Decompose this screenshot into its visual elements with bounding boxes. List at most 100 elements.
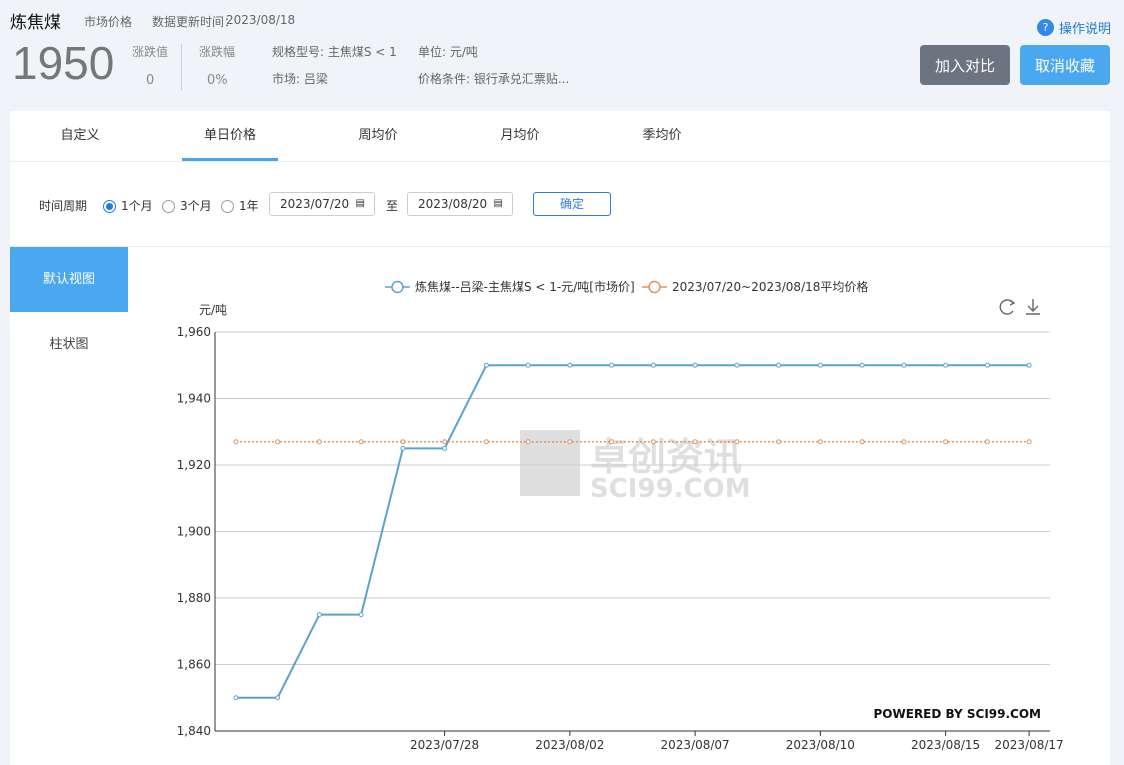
download-icon[interactable] — [1026, 299, 1040, 315]
data-point — [817, 439, 823, 445]
update-label: 数据更新时间： — [152, 15, 237, 29]
data-point — [233, 695, 239, 701]
data-point — [776, 439, 782, 445]
product-title: 炼焦煤 — [10, 13, 61, 33]
data-point — [609, 362, 615, 368]
data-point — [692, 362, 698, 368]
data-point — [692, 439, 698, 445]
radio-3m[interactable]: 3个月 — [162, 197, 212, 214]
pct-value: 0% — [207, 73, 228, 88]
data-point — [233, 439, 239, 445]
data-point — [358, 612, 364, 618]
legend-marker — [648, 280, 661, 294]
tab-quarterly[interactable]: 季均价 — [642, 128, 682, 143]
data-point — [400, 445, 406, 451]
price-type: 市场价格 — [84, 15, 133, 29]
legend-label: 2023/07/20~2023/08/18平均价格 — [672, 279, 868, 294]
help-icon: ? — [1037, 19, 1054, 36]
data-point — [400, 439, 406, 445]
tab-monthly[interactable]: 月均价 — [500, 128, 540, 143]
unfavorite-button[interactable]: 取消收藏 — [1020, 45, 1110, 85]
view-default[interactable]: 默认视图 — [10, 247, 128, 312]
legend-label: 炼焦煤--吕梁-主焦煤S < 1-元/吨[市场价] — [415, 279, 635, 294]
data-point — [567, 439, 573, 445]
tab-custom[interactable]: 自定义 — [60, 128, 100, 143]
data-point — [859, 362, 865, 368]
confirm-button[interactable]: 确定 — [533, 192, 611, 216]
divider — [181, 44, 182, 90]
add-compare-button[interactable]: 加入对比 — [920, 45, 1010, 85]
y-axis-label: 元/吨 — [199, 303, 227, 317]
y-tick-label: 1,880 — [177, 591, 211, 605]
powered-by: POWERED BY SCI99.COM — [874, 707, 1041, 721]
data-point — [734, 362, 740, 368]
data-point — [943, 439, 949, 445]
data-point — [943, 362, 949, 368]
unit: 单位: 元/吨 — [418, 45, 478, 59]
y-tick-label: 1,960 — [177, 325, 211, 339]
x-tick-label: 2023/08/10 — [786, 738, 855, 752]
condition: 价格条件: 银行承兑汇票贴... — [418, 72, 570, 86]
start-date-input[interactable]: 2023/07/20 ▤ — [269, 192, 375, 216]
data-point — [650, 362, 656, 368]
radio-1m[interactable]: 1个月 — [103, 197, 153, 214]
data-point — [1026, 362, 1032, 368]
tab-weekly[interactable]: 周均价 — [358, 128, 398, 143]
data-point — [442, 439, 448, 445]
y-tick-label: 1,840 — [177, 724, 211, 738]
data-point — [358, 439, 364, 445]
data-point — [650, 439, 656, 445]
data-point — [776, 362, 782, 368]
refresh-icon[interactable] — [999, 299, 1016, 315]
data-point — [1026, 439, 1032, 445]
y-tick-label: 1,860 — [177, 658, 211, 672]
legend-marker — [391, 280, 404, 294]
data-point — [609, 439, 615, 445]
x-tick-label: 2023/08/02 — [535, 738, 604, 752]
data-point — [275, 439, 281, 445]
market: 市场: 吕梁 — [272, 72, 328, 86]
change-label: 涨跌值 — [132, 45, 169, 59]
update-date: 2023/08/18 — [226, 13, 296, 27]
price-value: 1950 — [12, 37, 115, 89]
period-label: 时间周期 — [39, 199, 88, 213]
data-point — [817, 362, 823, 368]
spec: 规格型号: 主焦煤S < 1 — [272, 45, 397, 59]
help-link[interactable]: ? 操作说明 — [1037, 18, 1111, 37]
data-point — [275, 695, 281, 701]
data-point — [734, 439, 740, 445]
y-tick-label: 1,940 — [177, 392, 211, 406]
data-point — [859, 439, 865, 445]
data-point — [316, 439, 322, 445]
data-point — [984, 362, 990, 368]
help-label: 操作说明 — [1059, 22, 1112, 37]
change-value: 0 — [146, 73, 155, 88]
main-panel: 自定义 单日价格 周均价 月均价 季均价 时间周期 1个月 3个月 1年 202… — [10, 111, 1110, 765]
radio-1y[interactable]: 1年 — [221, 197, 259, 214]
x-tick-label: 2023/08/17 — [995, 738, 1064, 752]
data-point — [984, 439, 990, 445]
data-point — [901, 362, 907, 368]
pct-label: 涨跌幅 — [199, 45, 236, 59]
calendar-icon: ▤ — [355, 198, 365, 209]
series-line — [235, 364, 1030, 699]
svg-text:SCI99.COM: SCI99.COM — [590, 474, 751, 504]
end-date-input[interactable]: 2023/08/20 ▤ — [407, 192, 513, 216]
x-tick-label: 2023/08/15 — [911, 738, 980, 752]
y-tick-label: 1,900 — [177, 525, 211, 539]
data-point — [483, 362, 489, 368]
x-tick-label: 2023/07/28 — [410, 738, 479, 752]
data-point — [316, 612, 322, 618]
data-point — [525, 362, 531, 368]
calendar-icon: ▤ — [493, 198, 503, 209]
view-bar[interactable]: 柱状图 — [49, 337, 89, 352]
data-point — [442, 445, 448, 451]
to-label: 至 — [386, 199, 399, 213]
data-point — [525, 439, 531, 445]
data-point — [483, 439, 489, 445]
x-tick-label: 2023/08/07 — [661, 738, 730, 752]
y-tick-label: 1,920 — [177, 458, 211, 472]
tab-daily[interactable]: 单日价格 — [182, 111, 278, 161]
data-point — [901, 439, 907, 445]
